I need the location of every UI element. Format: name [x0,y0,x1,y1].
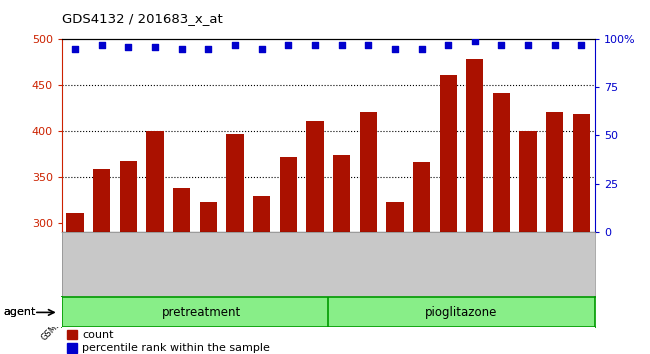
Bar [493,93,510,354]
Bar [146,131,164,354]
Bar [439,75,457,354]
Point [550,42,560,47]
Bar [573,114,590,354]
Text: pioglitazone: pioglitazone [425,306,498,319]
Text: agent: agent [3,307,36,318]
Bar [67,330,77,339]
Point [443,42,454,47]
Text: pretreatment: pretreatment [162,306,241,319]
Point [177,46,187,51]
Point [523,42,533,47]
Point [203,46,213,51]
Point [497,42,507,47]
Text: agent: agent [3,307,36,318]
Bar [280,158,297,354]
Point [390,46,400,51]
Point [124,44,134,50]
Point [310,42,320,47]
Bar [386,201,404,354]
Bar [546,113,564,354]
Point [577,42,587,47]
Bar [466,59,484,354]
Bar [333,155,350,354]
Point [363,42,373,47]
Bar [306,121,324,354]
Bar [226,133,244,354]
Bar [200,201,217,354]
Bar [413,162,430,354]
Point [417,46,427,51]
Point [256,46,267,51]
Bar [120,161,137,354]
Bar [359,112,377,354]
Point [70,46,81,51]
Bar [67,343,77,353]
Bar [253,196,270,354]
Bar [519,131,537,354]
Point [337,42,347,47]
Point [283,42,294,47]
Point [230,42,240,47]
Bar [66,213,84,354]
Bar [93,170,110,354]
Point [469,38,480,44]
Text: percentile rank within the sample: percentile rank within the sample [82,343,270,353]
Text: GDS4132 / 201683_x_at: GDS4132 / 201683_x_at [62,12,222,25]
Bar [173,188,190,354]
Text: count: count [82,330,114,339]
Point [150,44,161,50]
Point [96,42,107,47]
